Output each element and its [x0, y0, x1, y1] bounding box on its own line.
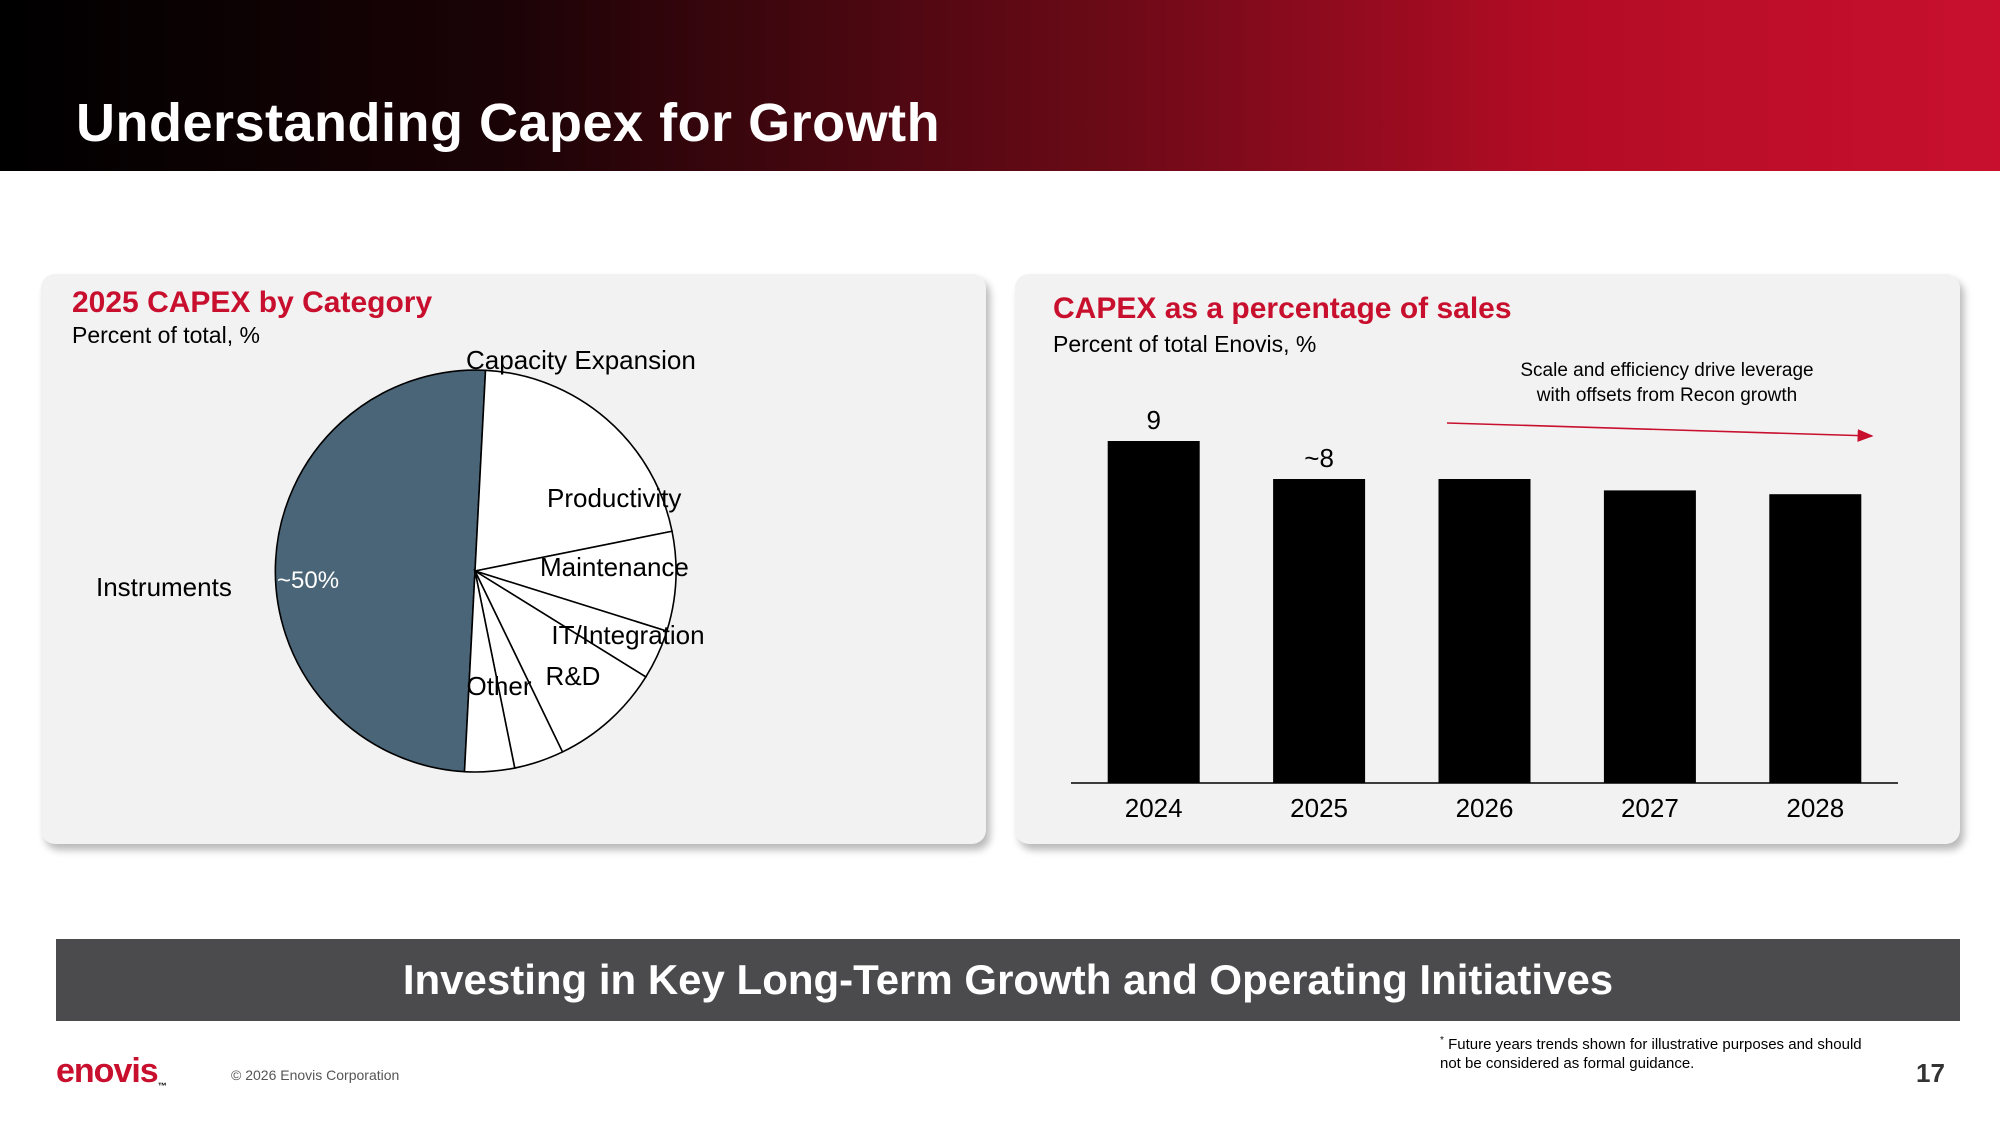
pie-slice-instruments — [274, 369, 487, 773]
pie-chart-panel: 2025 CAPEX by Category Percent of total,… — [41, 274, 986, 844]
pie-chart-subtitle: Percent of total, % — [72, 322, 260, 348]
bar-tick-label-2027: 2027 — [1621, 793, 1679, 823]
bar-tick-label-2025: 2025 — [1290, 793, 1348, 823]
page-title: Understanding Capex for Growth — [76, 93, 941, 153]
pie-label-r-d: R&D — [546, 661, 601, 691]
page-number: 17 — [1916, 1058, 1945, 1088]
bar-2026 — [1438, 479, 1531, 783]
bar-2024 — [1107, 441, 1200, 783]
pie-label-productivity: Productivity — [547, 483, 681, 513]
footnote: * Future years trends shown for illustra… — [1440, 1031, 1870, 1073]
pie-label-it-integration: IT/Integration — [551, 620, 704, 650]
pie-label-instruments: Instruments — [96, 572, 232, 602]
banner-text: Investing in Key Long-Term Growth and Op… — [402, 956, 1614, 1003]
header-bar: Understanding Capex for Growth — [0, 0, 2000, 171]
bar-tick-label-2024: 2024 — [1125, 793, 1183, 823]
pie-chart: Instruments ~50% Capacity Expansion Product… — [96, 345, 705, 773]
bar-tick-label-2028: 2028 — [1786, 793, 1844, 823]
pie-slice-capacity-expansion — [474, 369, 673, 572]
copyright: © 2026 Enovis Corporation — [231, 1067, 400, 1083]
pie-data-label-instruments: ~50% — [277, 567, 339, 594]
pie-slice-productivity — [474, 530, 677, 633]
bar-2027 — [1603, 490, 1696, 783]
footnote-mark: * — [1440, 1035, 1444, 1046]
pie-label-maintenance: Maintenance — [540, 552, 689, 582]
pie-label-capacity-expansion: Capacity Expansion — [466, 345, 696, 375]
pie-label-other: Other — [466, 671, 531, 701]
bar-data-label-2025: ~8 — [1304, 443, 1334, 473]
bar-tick-label-2026: 2026 — [1456, 793, 1514, 823]
key-message-banner: Investing in Key Long-Term Growth and Op… — [56, 939, 1960, 1021]
bar-data-label-2024: 9 — [1146, 405, 1160, 435]
footnote-text: Future years trends shown for illustrati… — [1440, 1036, 1862, 1072]
logo-text: enovis — [56, 1052, 159, 1090]
bar-2028 — [1769, 494, 1862, 783]
bar-chart-subtitle: Percent of total Enovis, % — [1053, 331, 1317, 357]
trend-arrow — [1446, 422, 1874, 442]
bar-chart-title: CAPEX as a percentage of sales — [1053, 292, 1512, 325]
bar-chart-panel: CAPEX as a percentage of sales Percent o… — [1015, 274, 1960, 844]
pie-chart-title: 2025 CAPEX by Category — [72, 286, 433, 319]
enovis-logo: enovis™ — [56, 1052, 167, 1091]
bar-chart-annotation: Scale and efficiency drive leverage with… — [1520, 360, 1814, 406]
pie-slice-other — [463, 570, 516, 773]
bar-chart: 2024 9 2025 ~8 2026 2027 2028 — [1071, 405, 1898, 823]
bar-2025 — [1273, 479, 1366, 783]
pie-slice-it-integration — [473, 568, 647, 754]
